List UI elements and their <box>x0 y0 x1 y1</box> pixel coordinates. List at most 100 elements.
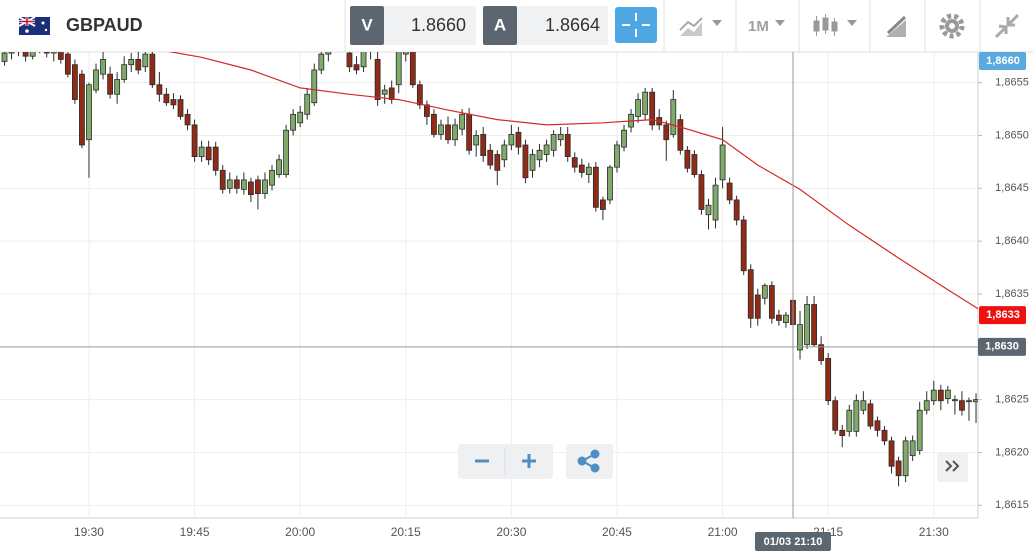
candle-body <box>867 403 874 427</box>
y-tick-label: 1,8655 <box>995 77 1029 89</box>
candle-body <box>459 113 466 130</box>
candle-body <box>325 52 332 55</box>
dropdown-arrow <box>775 20 785 26</box>
scroll-right-button[interactable] <box>937 452 968 482</box>
candle-body <box>219 169 226 190</box>
candle-body <box>93 69 99 91</box>
candle-body <box>832 400 839 431</box>
candle-body <box>670 99 677 135</box>
candle-body <box>761 285 768 299</box>
zoom-in-button[interactable] <box>522 454 536 468</box>
candle-body <box>226 179 233 189</box>
candle-body <box>233 179 240 189</box>
draw-button[interactable] <box>886 15 907 37</box>
candle-body <box>423 104 430 117</box>
candle-body <box>797 324 803 351</box>
candle-body <box>677 119 684 151</box>
candle-body <box>409 52 416 86</box>
candle-body <box>487 149 494 166</box>
candle-body <box>515 131 522 148</box>
candle-body <box>205 146 212 161</box>
candle-body <box>191 124 198 158</box>
timeframe[interactable]: 1M <box>748 18 769 35</box>
candle-body <box>973 399 978 403</box>
candle-body <box>402 52 409 55</box>
price-marker-label: 1,8633 <box>986 309 1020 321</box>
candle-body <box>621 129 627 148</box>
candle-body <box>163 93 170 104</box>
candle-body <box>783 314 789 323</box>
candle-body <box>768 285 775 319</box>
candle-type-button[interactable] <box>813 14 857 36</box>
candle-body <box>874 420 881 431</box>
candle-body <box>923 400 930 411</box>
candle-body <box>902 440 909 477</box>
x-tick-label: 19:30 <box>74 525 104 539</box>
candle-body <box>607 166 613 201</box>
crosshair-x-box <box>754 532 831 551</box>
candle-body <box>909 440 916 457</box>
candle-body <box>374 58 381 100</box>
candle-body <box>276 159 282 175</box>
candle-body <box>480 134 487 156</box>
candle-body <box>431 113 437 135</box>
candle-body <box>592 166 599 208</box>
y-tick-label: 1,8645 <box>995 182 1029 194</box>
y-tick-label: 1,8620 <box>995 446 1029 458</box>
candle-body <box>395 52 402 86</box>
x-tick-label: 19:45 <box>180 525 210 539</box>
y-tick-label: 1,8635 <box>995 288 1029 300</box>
candle-body <box>916 409 923 451</box>
candle-body <box>297 111 304 124</box>
candle-body <box>445 124 451 141</box>
ask-price: 1.8664 <box>545 15 600 35</box>
candle-body <box>255 179 261 194</box>
candle-body <box>473 135 480 146</box>
x-tick-label: 21:00 <box>708 525 738 539</box>
scroll-right-icon <box>945 460 960 472</box>
candle-body <box>733 199 740 221</box>
candle-body <box>719 144 726 181</box>
candle-body <box>416 84 423 106</box>
candle-body <box>543 144 550 155</box>
crosshair-y-label: 1,8630 <box>985 341 1019 353</box>
candle-body <box>50 52 57 54</box>
flag <box>18 16 50 35</box>
y-tick-label: 1,8640 <box>995 235 1029 247</box>
x-tick-label: 20:00 <box>285 525 315 539</box>
candle-body <box>121 64 128 80</box>
settings-button[interactable] <box>939 13 965 39</box>
candle-body <box>944 389 951 399</box>
candle-body <box>100 58 106 75</box>
candle-body <box>959 400 965 411</box>
candle-body <box>705 204 712 216</box>
y-tick-label: 1,8615 <box>995 499 1029 511</box>
candle-body <box>698 174 705 210</box>
collapse-button[interactable] <box>994 13 1020 39</box>
crosshair-icon <box>622 13 650 37</box>
crosshair-button[interactable] <box>615 7 657 43</box>
candle-body <box>635 99 641 117</box>
candle-body <box>304 93 311 115</box>
candle-body <box>86 84 92 141</box>
candle-body <box>776 314 782 321</box>
share-button[interactable] <box>566 444 613 479</box>
candle-body <box>508 134 515 146</box>
candle-body <box>262 179 268 194</box>
candle-body <box>156 84 163 95</box>
candle-body <box>240 179 247 190</box>
ask-button[interactable] <box>483 6 517 45</box>
candle-body <box>149 53 156 86</box>
chart-type-button[interactable] <box>679 17 722 36</box>
candle-body <box>578 164 585 173</box>
candle-body <box>522 144 529 179</box>
crosshair-y-box <box>978 337 1026 356</box>
price-marker <box>979 52 1026 70</box>
candle-body <box>747 269 754 319</box>
candle-body <box>571 157 578 168</box>
bid-button[interactable] <box>350 6 384 45</box>
candle-body <box>22 52 29 57</box>
candle-body <box>691 154 698 175</box>
candle-body <box>247 181 254 196</box>
candle-body <box>564 134 571 158</box>
